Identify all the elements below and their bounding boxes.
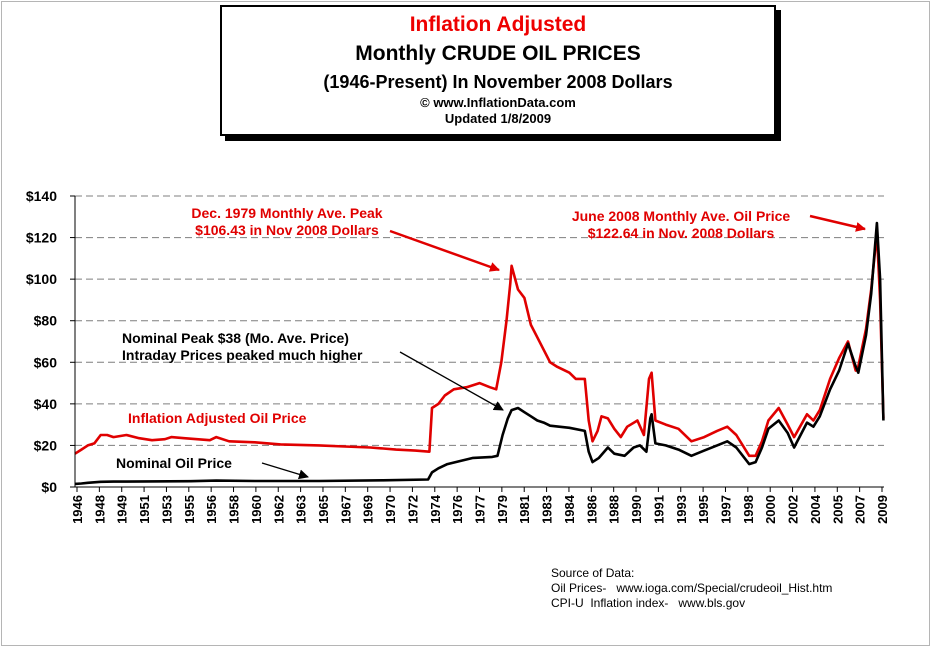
x-tick-label: 1988 [607,495,622,524]
x-tick-label: 1977 [473,495,488,524]
x-tick-label: 1991 [651,495,666,524]
x-tick-label: 1993 [674,495,689,524]
x-tick-label: 1948 [92,495,107,524]
x-tick-label: 1972 [405,495,420,524]
x-tick-label: 1986 [584,495,599,524]
grid-lines [75,195,884,446]
x-tick-label: 1983 [540,495,555,524]
x-tick-label: 1976 [450,495,465,524]
x-tick-label: 2000 [763,495,778,524]
x-tick-label: 2005 [830,495,845,524]
x-tick-label: 1965 [316,495,331,524]
peak-2008-label-line1: June 2008 Monthly Ave. Oil Price [572,208,791,224]
inflation-adjusted-series-line [74,230,885,458]
nominal-peak-label-line1: Nominal Peak $38 (Mo. Ave. Price) [122,330,349,346]
y-tick-label: $20 [34,437,58,453]
nominal-label-arrow [261,462,309,480]
x-tick-label: 2009 [875,495,890,524]
x-tick-label: 1951 [137,495,152,524]
data-source-note: Source of Data: Oil Prices- www.ioga.com… [551,566,832,611]
peak-2008-arrow [809,214,866,232]
x-tick-label: 1956 [204,495,219,524]
x-tick-label: 1958 [227,495,242,524]
x-tick-label: 1981 [517,495,532,524]
y-tick-label: $40 [34,396,58,412]
y-tick-label: $120 [26,230,57,246]
x-tick-label: 1963 [294,495,309,524]
x-tick-label: 1946 [70,495,85,524]
x-tick-label: 1974 [428,494,443,524]
x-tick-label: 1949 [115,495,130,524]
nominal-peak-arrow [399,351,504,411]
source-oil-prices: Oil Prices- www.ioga.com/Special/crudeoi… [551,581,833,595]
peak-1979-label-line1: Dec. 1979 Monthly Ave. Peak [191,205,382,221]
y-tick-label: $80 [34,313,58,329]
chart-title-line1: Inflation Adjusted [409,13,587,36]
copyright-text: © www.InflationData.com [420,95,576,110]
x-tick-label: 1969 [361,495,376,524]
y-axis-ticks: $0 $20 $40 $60 $80 $100 $120 $140 [26,188,75,495]
x-tick-label: 1979 [495,495,510,524]
series-lines [74,221,885,486]
nominal-peak-label-line2: Intraday Prices peaked much higher [122,347,363,363]
x-tick-label: 1998 [741,495,756,524]
x-tick-label: 1955 [182,495,197,524]
x-tick-label: 1960 [249,495,264,524]
peak-2008-label-line2: $122.64 in Nov. 2008 Dollars [588,225,775,241]
y-tick-label: $0 [41,479,57,495]
chart-title-line2: Monthly CRUDE OIL PRICES [355,42,641,65]
source-heading: Source of Data: [551,566,635,580]
x-tick-label: 1995 [696,495,711,524]
x-tick-label: 2002 [786,495,801,524]
x-tick-label: 2007 [853,495,868,524]
nominal-series-line [74,221,885,486]
x-tick-label: 1984 [562,494,577,524]
adjusted-series-label: Inflation Adjusted Oil Price [128,410,307,426]
y-tick-label: $100 [26,271,57,287]
peak-1979-arrow [389,229,500,272]
x-axis-ticks: 1946 1948 1949 1951 1953 1955 1956 1958 1960 1962… [70,487,890,524]
x-tick-label: 1962 [271,495,286,524]
x-tick-label: 1970 [383,495,398,524]
chart-subtitle: (1946-Present) In November 2008 Dollars [323,72,673,92]
peak-1979-label-line2: $106.43 in Nov 2008 Dollars [195,222,379,238]
x-tick-label: 2004 [808,494,823,524]
x-tick-label: 1997 [718,495,733,524]
y-tick-label: $60 [34,354,58,370]
title-box: Inflation Adjusted Monthly CRUDE OIL PRI… [220,5,776,136]
updated-date: Updated 1/8/2009 [444,111,552,126]
nominal-series-label: Nominal Oil Price [116,455,232,471]
x-tick-label: 1953 [159,495,174,524]
y-tick-label: $140 [26,188,57,204]
source-cpi: CPI-U Inflation index- www.bls.gov [551,596,746,610]
x-tick-label: 1967 [338,495,353,524]
x-tick-label: 1990 [629,495,644,524]
